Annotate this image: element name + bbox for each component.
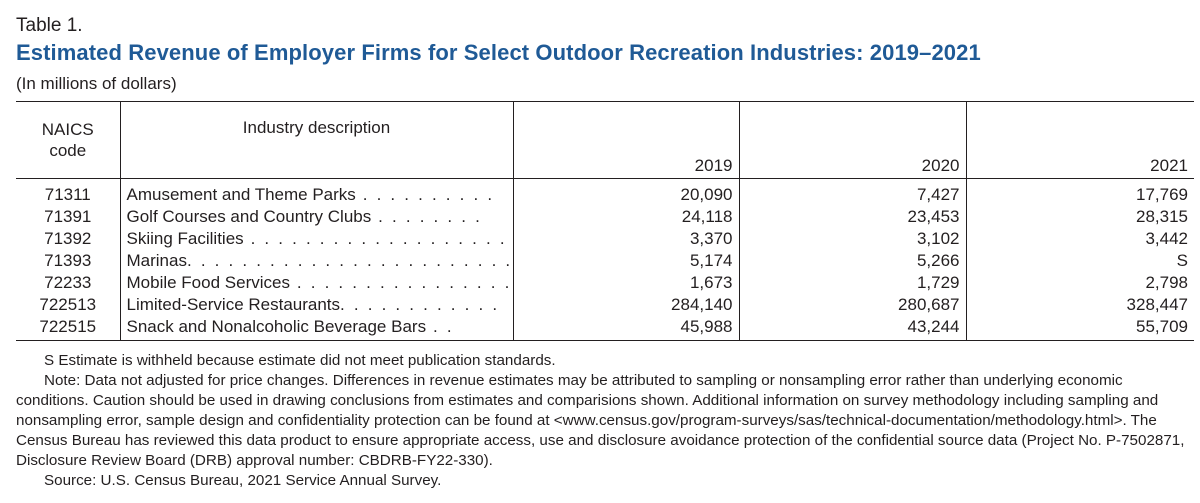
document: Table 1. Estimated Revenue of Employer F… <box>16 14 1194 491</box>
table-row: 71311 Amusement and Theme Parks . . . . … <box>16 178 1194 206</box>
dot-leader: . . . . . . . . . . . . . . . . . . . <box>296 273 513 292</box>
value-2019-cell: 1,673 <box>512 272 739 294</box>
table-body: 71311 Amusement and Theme Parks . . . . … <box>16 178 1194 341</box>
industry-description-cell: Marinas. . . . . . . . . . . . . . . . .… <box>119 250 513 272</box>
header-industry-description: Industry description <box>119 101 513 179</box>
industry-description-cell: Snack and Nonalcoholic Beverage Bars . . <box>119 316 513 341</box>
industry-description-text: Amusement and Theme Parks <box>126 185 356 204</box>
source-note: Source: U.S. Census Bureau, 2021 Service… <box>44 472 442 489</box>
value-2021-cell: 2,798 <box>965 272 1194 294</box>
header-code-line1: NAICS <box>41 120 94 139</box>
naics-code-cell: 71392 <box>44 229 92 248</box>
value-2019-cell: 5,174 <box>512 250 739 272</box>
naics-code-cell: 71391 <box>44 207 92 226</box>
value-2021-cell: 17,769 <box>965 178 1194 206</box>
methodology-note: Note: Data not adjusted for price change… <box>16 372 1185 469</box>
industry-description-cell: Mobile Food Services . . . . . . . . . .… <box>119 272 513 294</box>
industry-description-cell: Limited-Service Restaurants. . . . . . .… <box>119 294 513 316</box>
table-row: 71392 Skiing Facilities . . . . . . . . … <box>16 228 1194 250</box>
dot-leader: . . . . . . . . . . . . <box>340 295 500 314</box>
industry-description-cell: Golf Courses and Country Clubs . . . . .… <box>119 206 513 228</box>
table-header-row: NAICS code Industry description 2019 202… <box>16 101 1194 179</box>
table-label: Table 1. <box>16 15 83 36</box>
header-year-2020: 2020 <box>738 101 966 179</box>
value-2019-cell: 24,118 <box>512 206 739 228</box>
industry-description-text: Marinas <box>126 251 187 270</box>
value-2019-cell: 20,090 <box>512 178 739 206</box>
value-2020-cell: 3,102 <box>738 228 966 250</box>
naics-code-cell: 71311 <box>44 185 91 204</box>
table-row: 71393 Marinas. . . . . . . . . . . . . .… <box>16 250 1194 272</box>
dot-leader: . . . . . . . . . . . . . . . . . . . . … <box>186 251 513 270</box>
industry-description-text: Skiing Facilities <box>126 229 244 248</box>
industry-description-text: Limited-Service Restaurants <box>126 295 341 314</box>
naics-code-cell: 722515 <box>16 316 120 341</box>
industry-description-cell: Skiing Facilities . . . . . . . . . . . … <box>119 228 513 250</box>
dot-leader: . . . . . . . . . . <box>355 185 495 204</box>
value-2019-cell: 3,370 <box>512 228 739 250</box>
value-2020-cell: 7,427 <box>738 178 966 206</box>
industry-description-text: Snack and Nonalcoholic Beverage Bars <box>126 317 427 336</box>
header-naics-code: NAICS code <box>16 101 120 179</box>
suppression-note: S Estimate is withheld because estimate … <box>44 352 556 369</box>
dot-leader: . . . . . . . . <box>371 207 483 226</box>
value-2020-cell: 1,729 <box>738 272 966 294</box>
dot-leader: . . <box>426 317 454 336</box>
header-year-2019: 2019 <box>512 101 739 179</box>
naics-code-cell: 72233 <box>44 273 92 292</box>
table-row: 71391 Golf Courses and Country Clubs . .… <box>16 206 1194 228</box>
value-2020-cell: 280,687 <box>738 294 966 316</box>
revenue-table: NAICS code Industry description 2019 202… <box>16 101 1194 341</box>
industry-description-cell: Amusement and Theme Parks . . . . . . . … <box>119 178 513 206</box>
value-2020-cell: 43,244 <box>738 316 966 341</box>
industry-description-text: Mobile Food Services <box>126 273 290 292</box>
header-code-line2: code <box>49 141 87 160</box>
table-notes: S Estimate is withheld because estimate … <box>16 351 1194 491</box>
table-row: 722513 Limited-Service Restaurants. . . … <box>16 294 1194 316</box>
value-2021-cell: 28,315 <box>965 206 1194 228</box>
value-2019-cell: 45,988 <box>512 316 739 341</box>
value-2021-cell: S <box>965 250 1194 272</box>
industry-description-text: Golf Courses and Country Clubs <box>126 207 372 226</box>
dot-leader: . . . . . . . . . . . . . . . . . . . . … <box>250 229 513 248</box>
value-2020-cell: 5,266 <box>738 250 966 272</box>
value-2020-cell: 23,453 <box>738 206 966 228</box>
table-row: 72233 Mobile Food Services . . . . . . .… <box>16 272 1194 294</box>
naics-code-cell: 71393 <box>44 251 92 270</box>
naics-code-cell: 722513 <box>39 295 97 314</box>
value-2021-cell: 328,447 <box>965 294 1194 316</box>
header-year-2021: 2021 <box>965 101 1194 179</box>
units-note: (In millions of dollars) <box>16 74 177 93</box>
value-2021-cell: 3,442 <box>965 228 1194 250</box>
value-2021-cell: 55,709 <box>965 316 1194 341</box>
table-row: 722515 Snack and Nonalcoholic Beverage B… <box>16 316 1194 341</box>
value-2019-cell: 284,140 <box>512 294 739 316</box>
table-title: Estimated Revenue of Employer Firms for … <box>16 40 981 65</box>
